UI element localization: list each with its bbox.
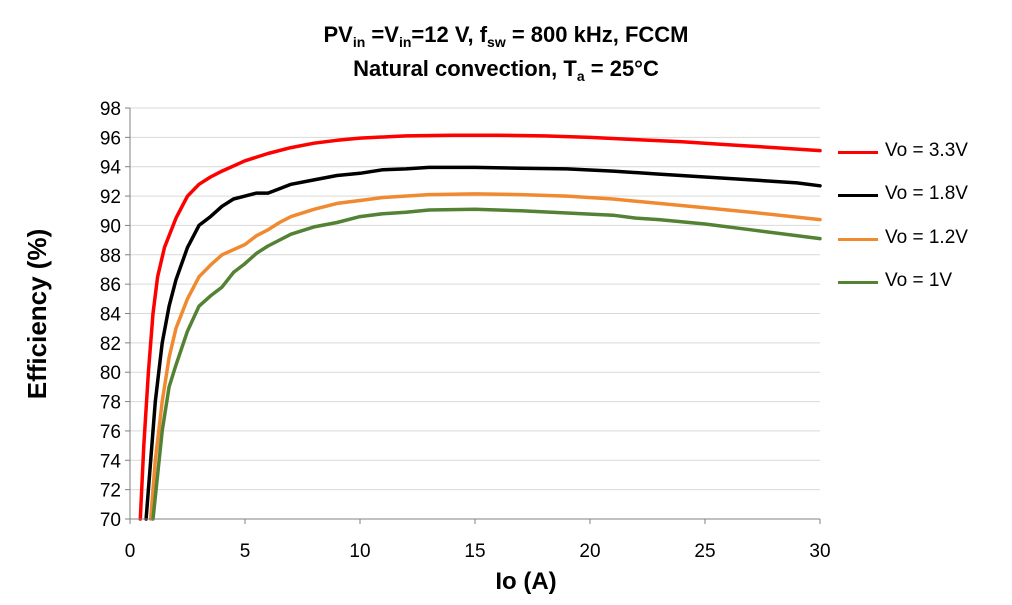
x-axis-label: Io (A) xyxy=(495,568,557,595)
x-tick-labels: 0 5 10 15 20 25 30 xyxy=(125,541,831,562)
x-tick-label: 5 xyxy=(240,541,251,562)
legend-swatch xyxy=(838,194,878,197)
series-line-4 xyxy=(151,207,822,521)
y-tick-label: 70 xyxy=(100,510,121,531)
y-tick-label: 94 xyxy=(100,158,122,179)
series-line-2 xyxy=(144,165,822,521)
y-tick-label: 86 xyxy=(100,275,121,296)
title-text: =V xyxy=(365,22,399,47)
x-tick-label: 25 xyxy=(694,541,715,562)
legend-label: Vo = 1.2V xyxy=(885,227,968,248)
series-layer xyxy=(138,133,822,521)
gridlines xyxy=(130,107,820,520)
y-tick-label: 74 xyxy=(100,451,122,472)
x-tick-label: 20 xyxy=(579,541,600,562)
y-tick-label: 98 xyxy=(100,99,121,120)
y-tick-label: 76 xyxy=(100,422,121,443)
title-subscript: a xyxy=(576,68,585,84)
legend-label: Vo = 3.3V xyxy=(885,140,968,161)
legend-swatch xyxy=(838,151,878,154)
y-tick-label: 92 xyxy=(100,187,121,208)
x-tick-label: 15 xyxy=(464,541,485,562)
chart-title-line-1: PVin =Vin=12 V, fsw = 800 kHz, FCCM xyxy=(0,22,1012,50)
y-tick-label: 82 xyxy=(100,334,121,355)
title-text: = 25°C xyxy=(584,56,659,81)
series-line-1 xyxy=(138,133,822,521)
x-tick-label: 10 xyxy=(349,541,370,562)
title-subscript: in xyxy=(352,34,366,50)
y-tick-label: 84 xyxy=(100,305,122,326)
x-tick-label: 30 xyxy=(809,541,830,562)
chart-title-line-2: Natural convection, Ta = 25°C xyxy=(0,56,1012,84)
legend-swatch xyxy=(838,238,878,241)
y-tick-label: 72 xyxy=(100,481,121,502)
x-tick-label: 0 xyxy=(125,541,136,562)
y-tick-labels: 70 72 74 76 78 80 82 84 86 88 90 92 94 96 98 xyxy=(100,99,122,531)
y-tick-label: 80 xyxy=(100,363,121,384)
y-tick-label: 90 xyxy=(100,216,121,237)
title-subscript: sw xyxy=(487,34,506,50)
title-text: Natural convection, T xyxy=(353,56,577,81)
title-subscript: in xyxy=(398,34,412,50)
title-text: PV xyxy=(323,22,353,47)
y-tick-label: 88 xyxy=(100,246,121,267)
legend-label: Vo = 1V xyxy=(885,270,953,291)
title-text: =12 V, f xyxy=(411,22,488,47)
title-text: = 800 kHz, FCCM xyxy=(505,22,689,47)
series-line-3 xyxy=(148,192,822,521)
y-tick-label: 96 xyxy=(100,128,121,149)
legend-swatch xyxy=(838,281,878,284)
axes xyxy=(125,107,821,524)
y-axis-label: Efficiency (%) xyxy=(22,228,52,400)
legend-label: Vo = 1.8V xyxy=(885,183,968,204)
y-tick-label: 78 xyxy=(100,393,121,414)
